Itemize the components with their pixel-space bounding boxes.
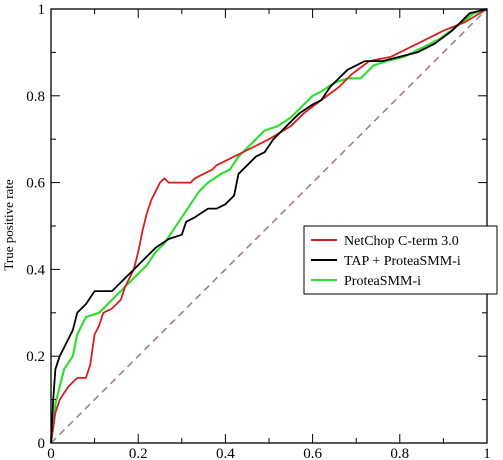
x-tick-label: 0.4 <box>216 446 235 460</box>
x-tick-label: 0 <box>47 446 55 460</box>
diagonal-reference-line <box>50 8 488 444</box>
x-tick-label: 0.6 <box>303 446 322 460</box>
y-tick-label: 0.4 <box>26 262 45 278</box>
legend-label: TAP + ProteaSMM-i <box>344 254 461 269</box>
y-axis-label: True positive rate <box>1 179 16 270</box>
x-tick-label: 0.2 <box>129 446 148 460</box>
y-tick-label: 1 <box>38 2 46 18</box>
x-tick-label: 1 <box>483 446 491 460</box>
series-line-netchop-c-term-3-0 <box>50 8 488 444</box>
series-line-tap-proteasmm-i <box>50 8 488 444</box>
legend-label: NetChop C-term 3.0 <box>344 234 459 249</box>
y-tick-label: 0.2 <box>26 349 45 365</box>
y-tick-label: 0 <box>38 436 46 452</box>
x-tick-label: 0.8 <box>390 446 409 460</box>
y-tick-label: 0.8 <box>26 89 45 105</box>
y-tick-label: 0.6 <box>26 176 45 192</box>
series-line-proteasmm-i <box>49 7 488 444</box>
legend-label: ProteaSMM-i <box>344 274 421 289</box>
